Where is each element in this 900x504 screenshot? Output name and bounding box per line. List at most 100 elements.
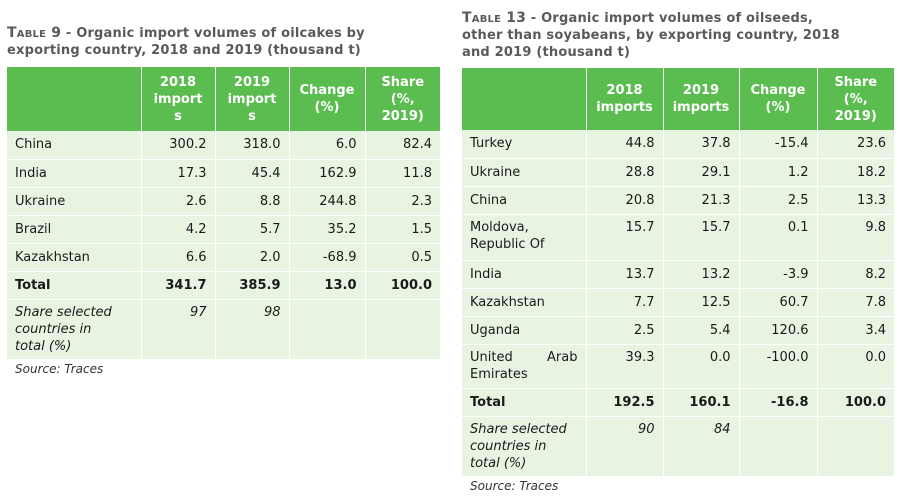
value-cell: 385.9 bbox=[215, 271, 290, 300]
table13: 2018 imports 2019 imports Change (%) Share(… bbox=[462, 68, 894, 477]
table13-header-row: 2018 imports 2019 imports Change (%) Share(… bbox=[462, 68, 894, 130]
table13-caption-line3: and 2019 (thousand t) bbox=[462, 45, 631, 60]
share-selected-row: Share selected countries in total (%) 97 9… bbox=[7, 299, 440, 360]
total-row: Total 192.5 160.1 -16.8 100.0 bbox=[462, 388, 894, 417]
value-cell: -16.8 bbox=[739, 388, 818, 417]
table-row: Kazakhstan 7.7 12.5 60.7 7.8 bbox=[462, 288, 894, 317]
value-cell: 44.8 bbox=[586, 130, 664, 159]
table-row: Ukraine 2.6 8.8 244.8 2.3 bbox=[7, 187, 440, 216]
value-cell: 17.3 bbox=[141, 159, 216, 188]
table-row: Uganda 2.5 5.4 120.6 3.4 bbox=[462, 316, 894, 345]
value-cell: 6.0 bbox=[289, 131, 366, 160]
value-cell: 100.0 bbox=[817, 388, 894, 417]
value-cell: 0.5 bbox=[365, 243, 440, 272]
value-cell: 162.9 bbox=[289, 159, 366, 188]
value-cell: 45.4 bbox=[215, 159, 290, 188]
value-cell: 341.7 bbox=[141, 271, 216, 300]
value-cell: 15.7 bbox=[663, 214, 740, 261]
table-row: Moldova, Republic Of 15.7 15.7 0.1 9.8 bbox=[462, 214, 894, 261]
share-selected-label: Share selected countries in total (%) bbox=[462, 416, 587, 477]
country-cell: Kazakhstan bbox=[462, 288, 587, 317]
value-cell: 100.0 bbox=[365, 271, 440, 300]
value-cell: 244.8 bbox=[289, 187, 366, 216]
value-cell: 318.0 bbox=[215, 131, 290, 160]
table-row: Turkey 44.8 37.8 -15.4 23.6 bbox=[462, 130, 894, 159]
value-cell: 98 bbox=[215, 299, 290, 360]
table13-caption-line2: other than soyabeans, by exporting count… bbox=[462, 28, 840, 43]
value-cell: 2.5 bbox=[739, 186, 818, 215]
value-cell: 0.1 bbox=[739, 214, 818, 261]
table13-panel: Table 13 - Organic import volumes of oil… bbox=[462, 0, 894, 494]
table9-caption-label: Table 9 bbox=[7, 25, 62, 41]
table9-header-country bbox=[7, 67, 142, 131]
table-row: China 300.2 318.0 6.0 82.4 bbox=[7, 131, 440, 160]
table9-header-change: Change (%) bbox=[289, 67, 366, 131]
value-cell: 6.6 bbox=[141, 243, 216, 272]
value-cell: 21.3 bbox=[663, 186, 740, 215]
value-cell: 9.8 bbox=[817, 214, 894, 261]
value-cell: 2.0 bbox=[215, 243, 290, 272]
value-cell: 28.8 bbox=[586, 158, 664, 187]
country-cell: Ukraine bbox=[7, 187, 142, 216]
table13-header-country bbox=[462, 68, 587, 130]
table-row: Ukraine 28.8 29.1 1.2 18.2 bbox=[462, 158, 894, 187]
value-cell: 13.3 bbox=[817, 186, 894, 215]
country-cell: Uganda bbox=[462, 316, 587, 345]
share-selected-label: Share selected countries in total (%) bbox=[7, 299, 142, 360]
country-cell: India bbox=[462, 260, 587, 289]
value-cell: 8.8 bbox=[215, 187, 290, 216]
total-label: Total bbox=[462, 388, 587, 417]
value-cell: -100.0 bbox=[739, 344, 818, 389]
value-cell: 2.3 bbox=[365, 187, 440, 216]
table9-caption-line2: exporting country, 2018 and 2019 (thousa… bbox=[7, 43, 361, 58]
empty-cell bbox=[365, 299, 440, 360]
value-cell: 8.2 bbox=[817, 260, 894, 289]
table-row: India 17.3 45.4 162.9 11.8 bbox=[7, 159, 440, 188]
empty-cell bbox=[289, 299, 366, 360]
empty-cell bbox=[817, 416, 894, 477]
value-cell: 3.4 bbox=[817, 316, 894, 345]
table-row: Kazakhstan 6.6 2.0 -68.9 0.5 bbox=[7, 243, 440, 272]
table9-caption: Table 9 - Organic import volumes of oilc… bbox=[7, 0, 440, 67]
country-cell: Moldova, Republic Of bbox=[462, 214, 587, 261]
empty-cell bbox=[739, 416, 818, 477]
table9-header-row: 2018 import s 2019 import s Change (%) Share(… bbox=[7, 67, 440, 131]
table13-caption-line1: - Organic import volumes of oilseeds, bbox=[526, 11, 814, 26]
value-cell: 13.0 bbox=[289, 271, 366, 300]
table-row: Brazil 4.2 5.7 35.2 1.5 bbox=[7, 215, 440, 244]
value-cell: 7.8 bbox=[817, 288, 894, 317]
value-cell: 35.2 bbox=[289, 215, 366, 244]
country-cell: China bbox=[462, 186, 587, 215]
value-cell: 300.2 bbox=[141, 131, 216, 160]
value-cell: 7.7 bbox=[586, 288, 664, 317]
value-cell: 15.7 bbox=[586, 214, 664, 261]
table13-header-2019: 2019 imports bbox=[663, 68, 740, 130]
value-cell: -68.9 bbox=[289, 243, 366, 272]
value-cell: 84 bbox=[663, 416, 740, 477]
table9-caption-line1: - Organic import volumes of oilcakes by bbox=[61, 26, 365, 41]
value-cell: 2.5 bbox=[586, 316, 664, 345]
value-cell: 4.2 bbox=[141, 215, 216, 244]
table13-header-2018: 2018 imports bbox=[586, 68, 664, 130]
total-label: Total bbox=[7, 271, 142, 300]
table13-header-share: Share (%, 2019) bbox=[817, 68, 894, 130]
value-cell: -15.4 bbox=[739, 130, 818, 159]
table-row: United Arab Emirates 39.3 0.0 -100.0 0.0 bbox=[462, 344, 894, 389]
value-cell: 13.2 bbox=[663, 260, 740, 289]
table13-caption: Table 13 - Organic import volumes of oil… bbox=[462, 0, 894, 68]
value-cell: 5.4 bbox=[663, 316, 740, 345]
table13-header-change: Change (%) bbox=[739, 68, 818, 130]
value-cell: 39.3 bbox=[586, 344, 664, 389]
country-cell: Turkey bbox=[462, 130, 587, 159]
value-cell: 192.5 bbox=[586, 388, 664, 417]
table-row: India 13.7 13.2 -3.9 8.2 bbox=[462, 260, 894, 289]
value-cell: 1.5 bbox=[365, 215, 440, 244]
value-cell: 160.1 bbox=[663, 388, 740, 417]
table9-header-share: Share (%, 2019) bbox=[365, 67, 440, 131]
table9-header-2019: 2019 import s bbox=[215, 67, 290, 131]
value-cell: 18.2 bbox=[817, 158, 894, 187]
country-cell: India bbox=[7, 159, 142, 188]
value-cell: 20.8 bbox=[586, 186, 664, 215]
share-selected-row: Share selected countries in total (%) 90 8… bbox=[462, 416, 894, 477]
value-cell: -3.9 bbox=[739, 260, 818, 289]
